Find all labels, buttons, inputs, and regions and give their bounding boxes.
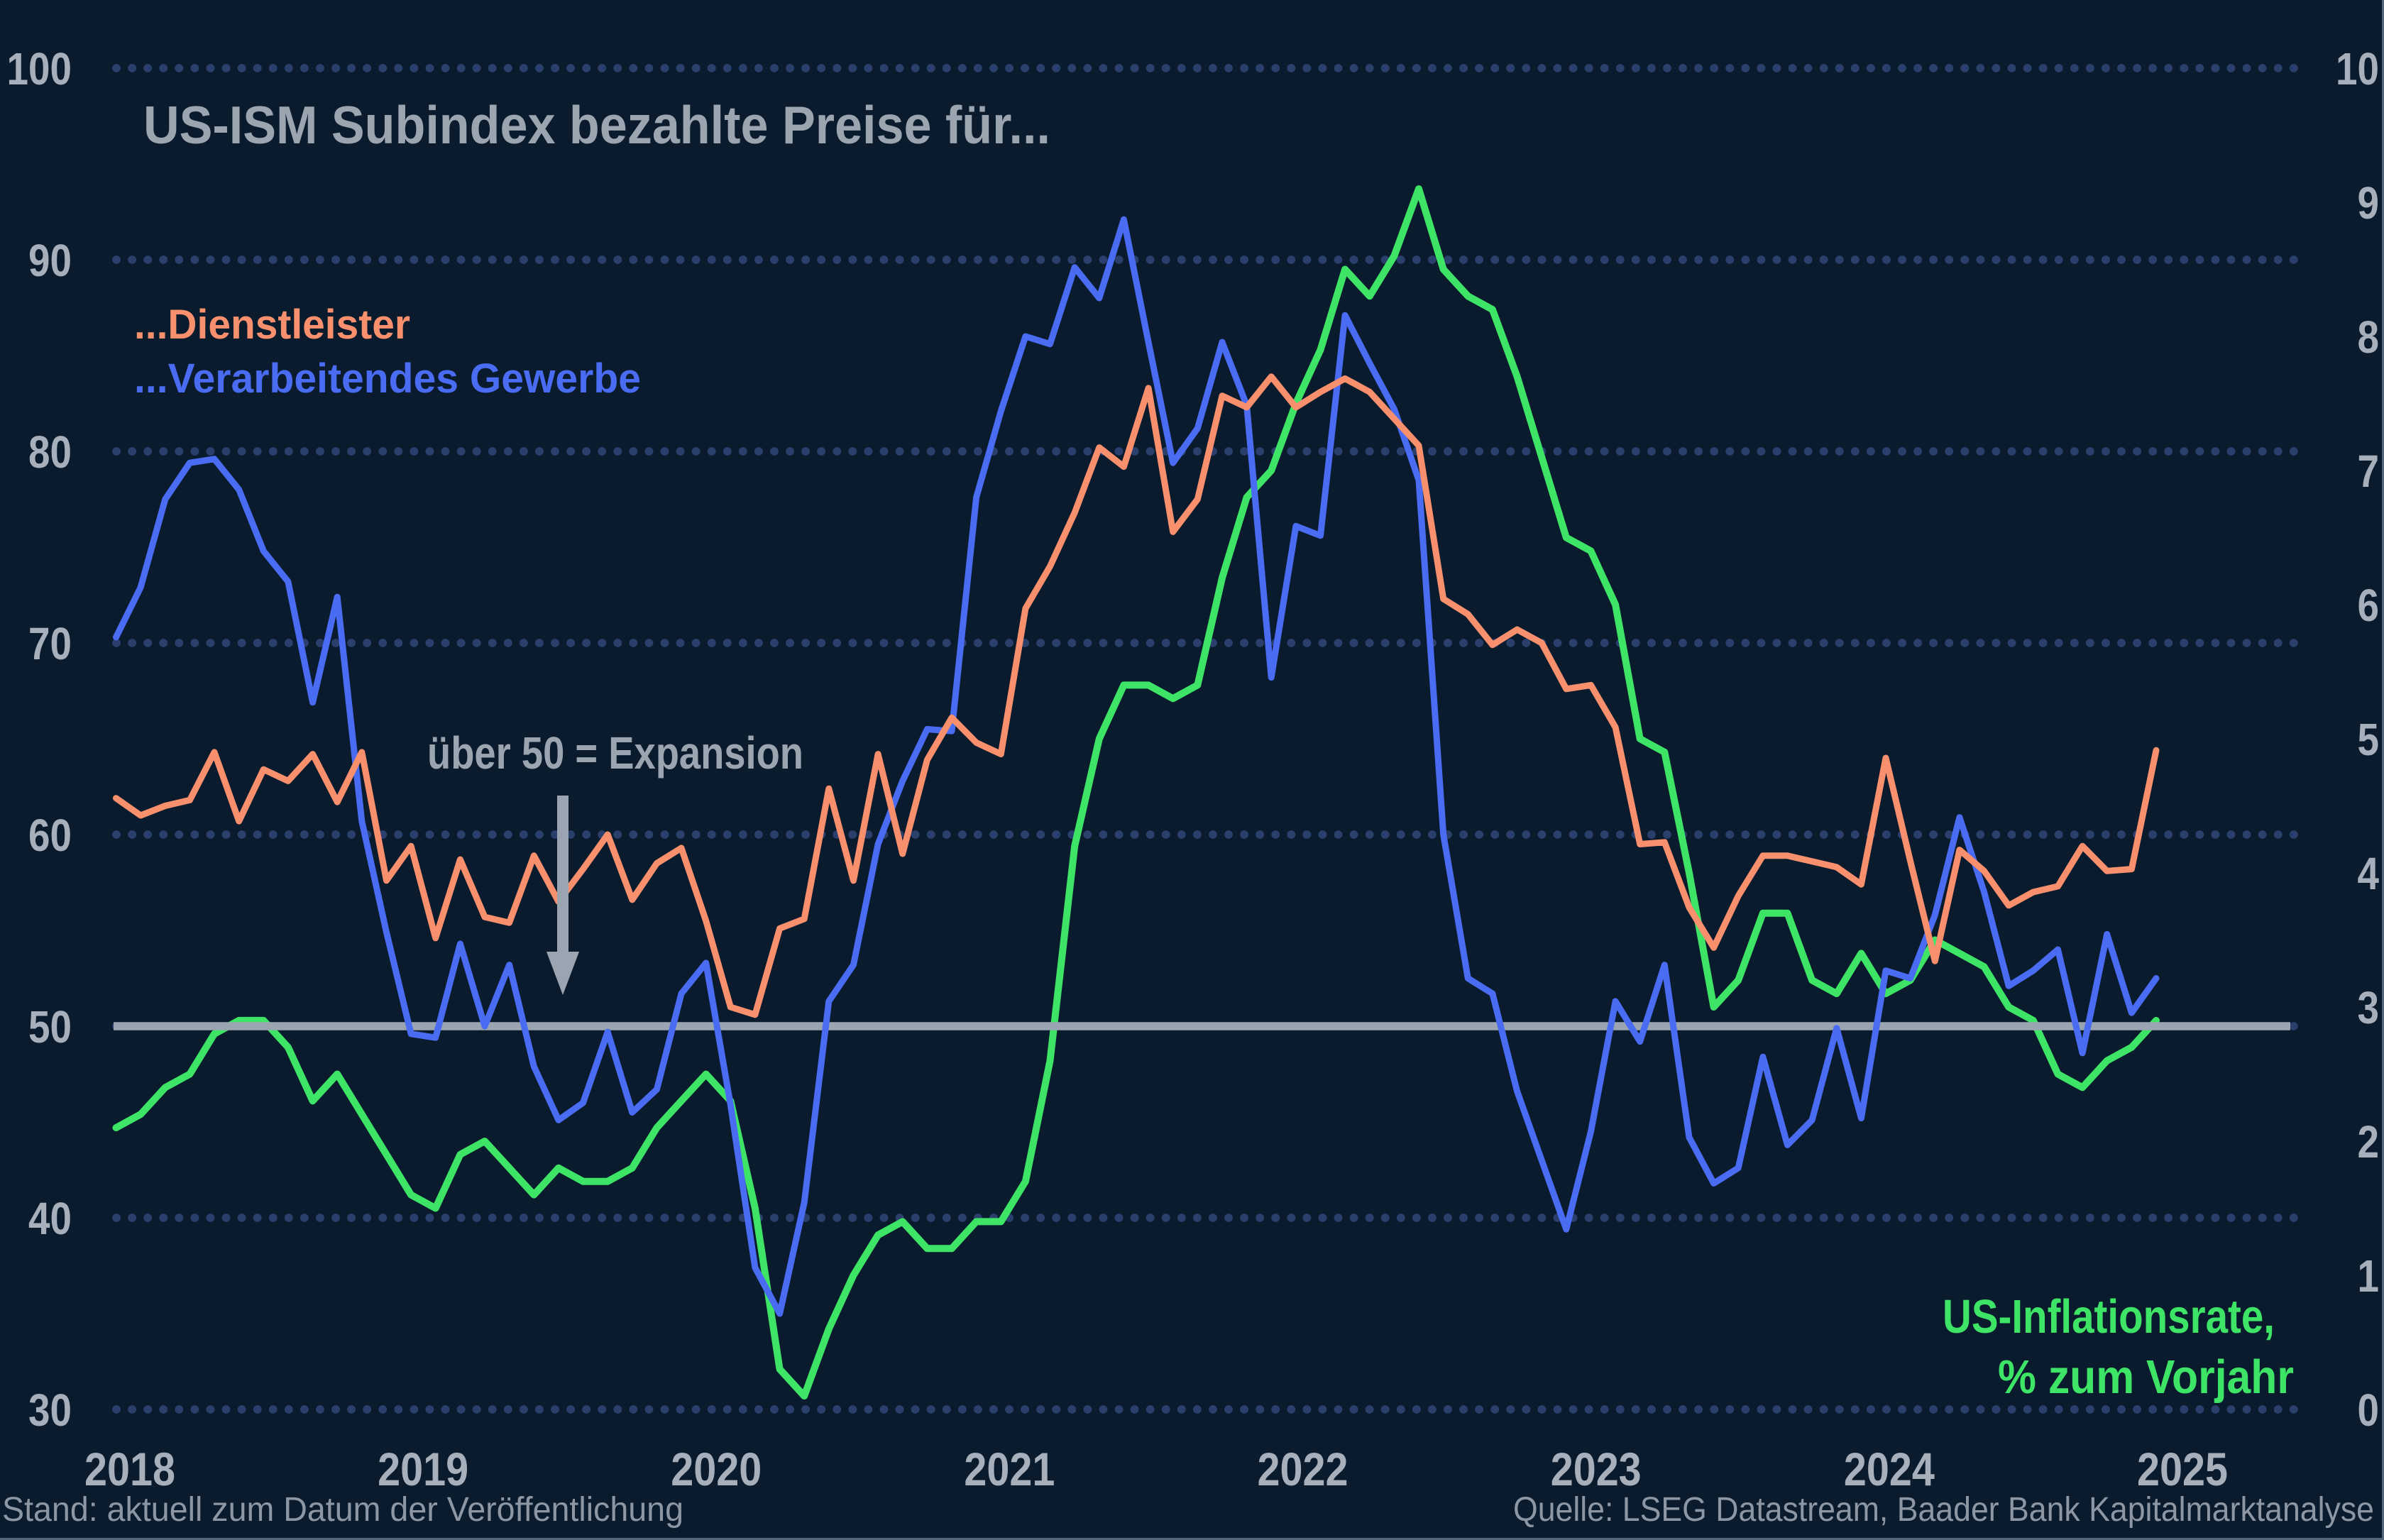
svg-text:60: 60: [28, 810, 72, 861]
svg-text:über 50 = Expansion: über 50 = Expansion: [427, 727, 803, 779]
svg-text:2020: 2020: [671, 1443, 762, 1495]
svg-text:US-ISM Subindex bezahlte Preis: US-ISM Subindex bezahlte Preise für...: [143, 95, 1050, 155]
svg-text:2025: 2025: [2137, 1443, 2228, 1495]
svg-text:50: 50: [28, 1001, 72, 1052]
svg-text:2022: 2022: [1258, 1443, 1348, 1495]
svg-text:US-Inflationsrate,: US-Inflationsrate,: [1943, 1290, 2275, 1343]
svg-text:2019: 2019: [378, 1443, 468, 1495]
svg-text:3: 3: [2358, 982, 2380, 1033]
svg-text:2: 2: [2358, 1116, 2380, 1167]
svg-text:8: 8: [2358, 312, 2380, 363]
svg-text:2023: 2023: [1551, 1443, 1642, 1495]
svg-text:1: 1: [2358, 1250, 2380, 1302]
svg-text:7: 7: [2358, 446, 2380, 497]
svg-text:Stand: aktuell zum Datum der V: Stand: aktuell zum Datum der Veröffentli…: [2, 1491, 683, 1529]
svg-text:30: 30: [28, 1385, 72, 1436]
svg-text:2018: 2018: [84, 1443, 175, 1495]
svg-text:5: 5: [2358, 714, 2380, 765]
svg-text:4: 4: [2358, 848, 2380, 899]
svg-text:6: 6: [2358, 580, 2380, 631]
svg-text:Quelle: LSEG Datastream, Baade: Quelle: LSEG Datastream, Baader Bank Kap…: [1513, 1491, 2374, 1529]
svg-text:...Verarbeitendes Gewerbe: ...Verarbeitendes Gewerbe: [134, 356, 641, 402]
svg-text:100: 100: [7, 43, 72, 94]
svg-text:40: 40: [28, 1193, 72, 1244]
svg-text:0: 0: [2358, 1385, 2380, 1436]
svg-text:2021: 2021: [964, 1443, 1055, 1495]
svg-text:10: 10: [2336, 43, 2379, 94]
svg-text:9: 9: [2358, 177, 2380, 229]
svg-text:70: 70: [28, 618, 72, 669]
svg-text:80: 80: [28, 427, 72, 478]
svg-text:% zum Vorjahr: % zum Vorjahr: [1998, 1351, 2294, 1404]
svg-text:...Dienstleister: ...Dienstleister: [134, 302, 410, 348]
svg-text:2024: 2024: [1844, 1443, 1935, 1495]
svg-text:90: 90: [28, 235, 72, 286]
